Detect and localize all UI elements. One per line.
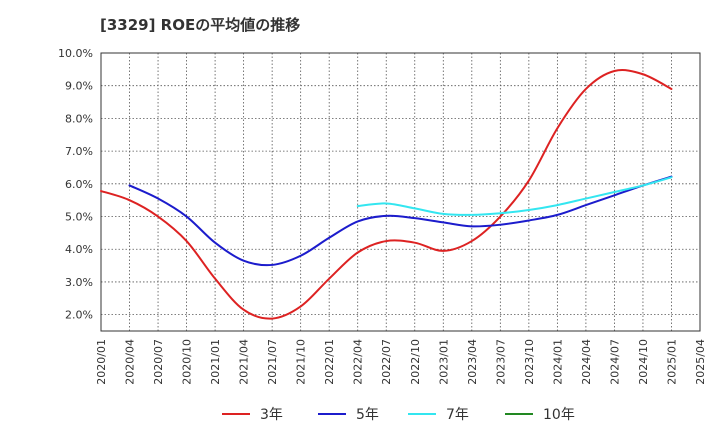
legend-label-0: 3年 <box>260 407 283 423</box>
x-tick-label: 2021/04 <box>238 339 251 385</box>
series-line-2 <box>356 176 673 216</box>
x-tick-label: 2020/01 <box>95 339 108 385</box>
x-tick-label: 2025/01 <box>665 339 678 385</box>
x-tick-label: 2023/10 <box>523 339 536 385</box>
y-tick-label: 5.0% <box>65 211 93 224</box>
x-tick-label: 2022/04 <box>352 339 365 385</box>
x-tick-label: 2024/04 <box>580 339 593 385</box>
x-tick-label: 2020/10 <box>181 339 194 385</box>
x-tick-label: 2023/07 <box>494 339 507 385</box>
y-tick-label: 10.0% <box>58 47 93 60</box>
x-tick-label: 2021/10 <box>295 339 308 385</box>
x-tick-label: 2025/04 <box>694 339 707 385</box>
y-tick-label: 6.0% <box>65 178 93 191</box>
legend-label-3: 10年 <box>543 407 575 423</box>
x-tick-label: 2022/07 <box>380 339 393 385</box>
series-line-0 <box>100 69 673 320</box>
y-tick-label: 3.0% <box>65 276 93 289</box>
y-tick-label: 8.0% <box>65 112 93 125</box>
chart-title: [3329] ROEの平均値の推移 <box>100 16 301 34</box>
x-tick-label: 2024/01 <box>551 339 564 385</box>
x-tick-label: 2023/04 <box>466 339 479 385</box>
y-tick-label: 7.0% <box>65 145 93 158</box>
x-tick-label: 2022/01 <box>323 339 336 385</box>
x-tick-label: 2024/10 <box>637 339 650 385</box>
legend-label-2: 7年 <box>446 407 469 423</box>
y-tick-label: 4.0% <box>65 243 93 256</box>
legend-label-1: 5年 <box>356 407 379 423</box>
x-tick-label: 2022/10 <box>409 339 422 385</box>
x-tick-label: 2021/07 <box>266 339 279 385</box>
x-tick-label: 2020/07 <box>152 339 165 385</box>
y-tick-label: 9.0% <box>65 80 93 93</box>
x-tick-label: 2023/01 <box>437 339 450 385</box>
x-tick-label: 2024/07 <box>608 339 621 385</box>
x-tick-label: 2020/04 <box>124 339 137 385</box>
series-line-1 <box>128 175 673 267</box>
x-tick-label: 2021/01 <box>209 339 222 385</box>
y-tick-label: 2.0% <box>65 309 93 322</box>
